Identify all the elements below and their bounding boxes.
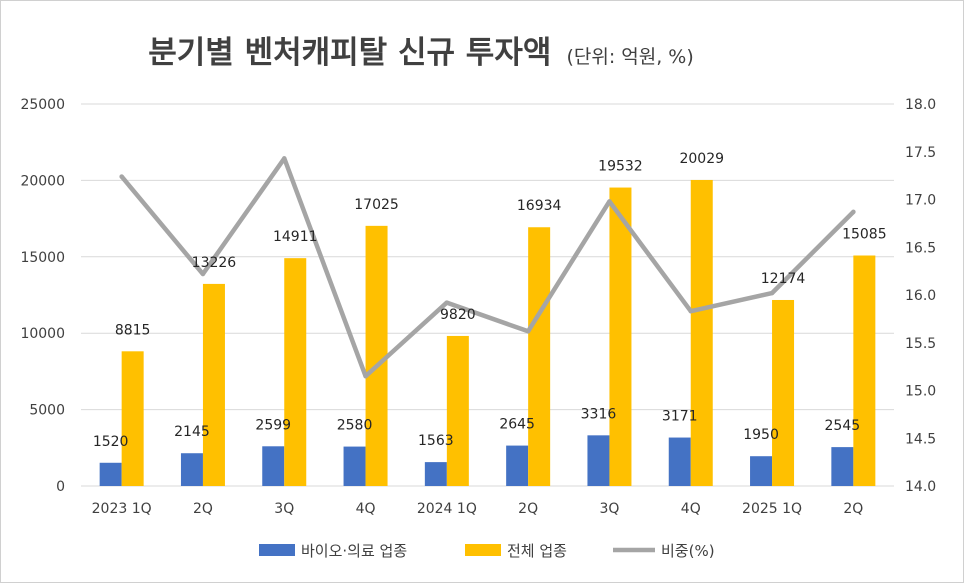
ratio-point <box>607 199 612 204</box>
x-tick-label: 2Q <box>843 501 863 517</box>
total-data-label: 15085 <box>842 227 887 243</box>
ratio-point <box>769 290 775 296</box>
legend-swatch-bio <box>259 544 295 556</box>
ratio-line-group <box>119 156 856 379</box>
ratio-point <box>119 174 124 179</box>
axes: 0 5000 10000 15000 20000 25000 14.0 14.5 15.0 15.… <box>20 97 936 517</box>
bars <box>99 179 876 487</box>
ratio-line <box>119 156 856 379</box>
legend-label-bio: 바이오·의료 업종 <box>301 542 407 560</box>
bio-bar <box>343 446 366 486</box>
bio-bar <box>262 446 285 486</box>
bio-data-label: 3316 <box>581 406 617 422</box>
total-bar <box>772 299 795 486</box>
y-right-tick-label: 15.0 <box>905 384 936 400</box>
bio-data-label: 1520 <box>93 434 129 450</box>
legend: 바이오·의료 업종 전체 업종 비중(%) <box>259 542 715 560</box>
bio-data-label: 2599 <box>255 417 291 433</box>
y-right-tick-label: 15.5 <box>905 336 936 352</box>
total-bar <box>121 351 144 486</box>
total-bar <box>690 179 713 486</box>
x-tick-label: 3Q <box>599 501 619 517</box>
y-left-tick-label: 0 <box>56 479 65 495</box>
bio-bar <box>587 435 610 486</box>
legend-label-total: 전체 업종 <box>507 542 567 560</box>
x-tick-label: 3Q <box>274 501 294 517</box>
total-bar <box>446 335 469 486</box>
y-left-tick-label: 20000 <box>20 173 65 189</box>
chart-title-main: 분기별 벤처캐피탈 신규 투자액 <box>148 35 551 71</box>
bio-data-label: 2580 <box>337 418 373 434</box>
x-tick-label: 2Q <box>518 501 538 517</box>
legend-swatch-total <box>465 544 501 556</box>
ratio-point <box>444 300 450 305</box>
x-tick-label: 4Q <box>356 501 376 517</box>
bio-bar <box>99 462 122 486</box>
total-data-label: 17025 <box>354 197 399 213</box>
x-tick-label: 2024 1Q <box>417 501 477 517</box>
bio-data-label: 1563 <box>418 433 454 449</box>
ratio-point <box>282 156 287 161</box>
legend-label-ratio: 비중(%) <box>661 542 715 560</box>
total-data-label: 8815 <box>115 322 151 338</box>
ratio-point <box>200 271 206 277</box>
x-tick-label: 2023 1Q <box>92 501 152 517</box>
total-data-label: 14911 <box>273 229 318 245</box>
ratio-point <box>363 373 368 379</box>
bio-bar <box>750 456 773 486</box>
chart-title: 분기별 벤처캐피탈 신규 투자액 (단위: 억원, %) <box>148 35 694 71</box>
y-right-tick-label: 16.5 <box>905 240 936 256</box>
bio-data-label: 3171 <box>662 409 698 425</box>
y-right-tick-label: 14.0 <box>905 479 936 495</box>
total-data-label: 12174 <box>761 271 806 287</box>
y-right-tick-label: 17.0 <box>905 193 936 209</box>
x-tick-label: 4Q <box>681 501 701 517</box>
y-right-tick-label: 18.0 <box>905 97 936 113</box>
x-tick-label: 2Q <box>193 501 213 517</box>
total-data-label: 19532 <box>598 159 643 175</box>
total-bar <box>609 187 632 487</box>
ratio-point <box>851 209 856 215</box>
chart-title-unit: (단위: 억원, %) <box>566 46 693 68</box>
total-bar <box>202 283 225 486</box>
bio-data-label: 1950 <box>743 427 779 443</box>
total-data-label: 9820 <box>440 307 476 323</box>
ratio-point <box>688 309 693 314</box>
total-data-label: 13226 <box>192 255 237 271</box>
total-bar <box>528 227 551 486</box>
y-left-tick-label: 25000 <box>20 97 65 113</box>
bio-bar <box>506 445 529 486</box>
bio-bar <box>831 447 854 486</box>
total-bar <box>365 225 388 486</box>
bio-data-label: 2145 <box>174 424 210 440</box>
bio-bar <box>668 437 691 486</box>
data-labels: 1520 2145 2599 2580 1563 2645 3316 3171 1950 2545… <box>93 151 887 450</box>
y-right-tick-label: 17.5 <box>905 145 936 161</box>
bio-data-label: 2545 <box>825 418 861 434</box>
y-right-tick-label: 14.5 <box>905 431 936 447</box>
ratio-point <box>525 329 531 334</box>
total-bar <box>853 255 876 486</box>
x-tick-label: 2025 1Q <box>742 501 802 517</box>
y-left-tick-label: 15000 <box>20 250 65 266</box>
bio-data-label: 2645 <box>499 417 535 433</box>
total-data-label: 16934 <box>517 198 562 214</box>
total-data-label: 20029 <box>679 151 724 167</box>
bio-bar <box>180 453 203 486</box>
y-left-tick-label: 5000 <box>29 403 65 419</box>
y-left-tick-label: 10000 <box>20 326 65 342</box>
bio-bar <box>424 462 447 486</box>
y-right-tick-label: 16.0 <box>905 288 936 304</box>
total-bar <box>284 258 307 486</box>
